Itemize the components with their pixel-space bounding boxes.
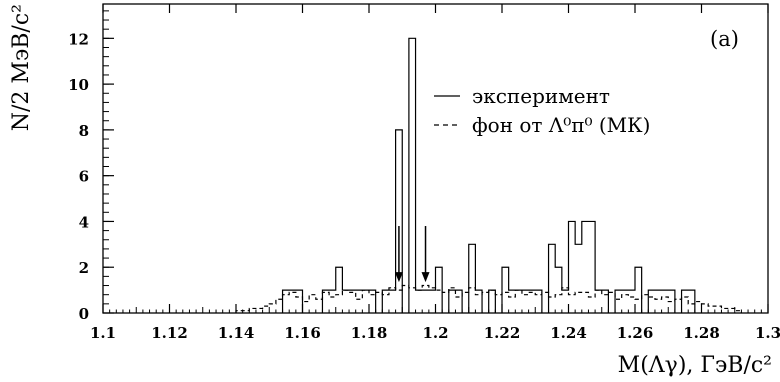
background-mc-series xyxy=(235,284,742,313)
y-tick-label: 6 xyxy=(79,168,89,186)
legend-label-background: фон от Λ⁰π⁰ (МК) xyxy=(472,113,650,137)
y-tick-label: 12 xyxy=(68,30,89,48)
x-tick-label: 1.18 xyxy=(351,324,388,342)
legend-label-experiment: эксперимент xyxy=(472,84,610,108)
x-tick-label: 1.2 xyxy=(422,324,448,342)
x-tick-label: 1.12 xyxy=(151,324,188,342)
legend: эксперимент фон от Λ⁰π⁰ (МК) xyxy=(434,84,650,137)
y-tick-label: 10 xyxy=(68,76,89,94)
y-tick-label: 8 xyxy=(79,122,89,140)
x-tick-label: 1.1 xyxy=(90,324,116,342)
y-tick-label: 4 xyxy=(79,213,89,231)
x-tick-label: 1.22 xyxy=(484,324,521,342)
x-axis-title: M(Λγ), ГэВ/c² xyxy=(618,353,772,378)
cut-arrow-head xyxy=(421,272,430,283)
y-tick-label: 2 xyxy=(79,259,89,277)
x-tick-label: 1.14 xyxy=(218,324,255,342)
panel-label: (a) xyxy=(710,27,739,51)
cut-arrow-head xyxy=(394,272,403,283)
series-layer xyxy=(235,37,742,313)
x-tick-label: 1.3 xyxy=(755,324,780,342)
x-tick-label: 1.16 xyxy=(284,324,321,342)
y-axis-title: N/2 МэВ/c² xyxy=(9,4,34,131)
x-tick-label: 1.24 xyxy=(550,324,587,342)
x-tick-label: 1.28 xyxy=(683,324,720,342)
y-tick-label: 0 xyxy=(79,305,89,323)
x-tick-label: 1.26 xyxy=(617,324,654,342)
axes-layer: 1.1 1.12 1.14 1.16 1.18 1.2 1.22 1.24 1.26 1.28 1.… xyxy=(68,4,780,342)
experiment-series xyxy=(281,37,696,313)
